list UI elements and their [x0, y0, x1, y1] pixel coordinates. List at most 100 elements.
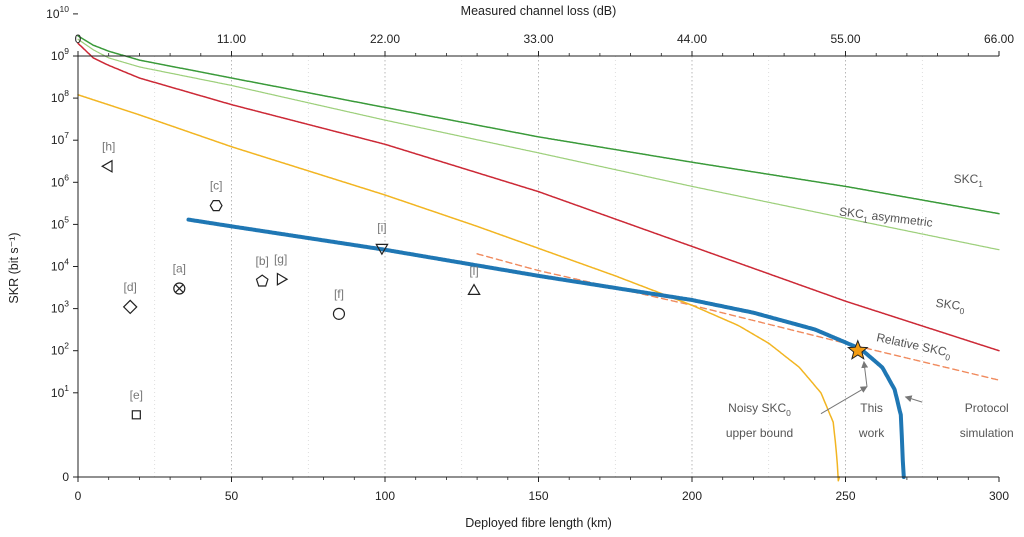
x-tick-label: 0	[75, 489, 82, 503]
y-tick-base: 10	[51, 133, 65, 147]
ref-marker-e	[131, 410, 141, 420]
reference-markers: [a] [b] [c] [d] [e] [f] [g] [h] [i] [l]	[100, 139, 869, 420]
y-tick-base: 10	[51, 344, 65, 358]
x-tick-label: 100	[375, 489, 395, 503]
y-tick-label: 101	[51, 383, 69, 400]
ref-marker-a	[173, 282, 186, 295]
series-label-text: SKC	[954, 172, 979, 186]
ref-marker-c	[209, 200, 223, 212]
y-tick-label: 107	[51, 130, 69, 147]
ref-marker-h	[100, 159, 113, 173]
note-thiswork-line2: work	[858, 426, 885, 440]
y-tick-label: 0	[62, 470, 69, 484]
note-noisy-line2: upper bound	[726, 426, 793, 440]
note-thiswork-line1: This	[860, 401, 883, 415]
y-tick-base: 10	[51, 175, 65, 189]
y-tick-label: 106	[51, 172, 69, 189]
note-protocol-arrow	[904, 395, 923, 403]
x2-axis-title: Measured channel loss (dB)	[461, 4, 617, 18]
ref-marker-d	[122, 299, 138, 315]
ref-marker-g	[276, 272, 289, 286]
y-tick-base: 10	[51, 386, 65, 400]
note-protocol-line2: simulation	[960, 426, 1014, 440]
ref-marker-a-label: [a]	[173, 262, 186, 276]
y-tick-base: 10	[51, 217, 65, 231]
this-work-star	[846, 339, 869, 360]
ref-marker-f	[332, 307, 346, 320]
ref-marker-c-label: [c]	[210, 179, 223, 193]
series-label-3: Relative SKC0	[875, 330, 953, 363]
ref-marker-d-label: [d]	[124, 280, 137, 294]
series-label-subscript: 1	[978, 179, 983, 189]
curve-noisy-skc0	[77, 94, 841, 482]
y-tick-exponent: 2	[64, 341, 69, 351]
y-tick-exponent: 7	[64, 130, 69, 140]
note-noisy-line1: Noisy SKC0	[728, 401, 791, 418]
y-tick-exponent: 4	[64, 257, 69, 267]
x-tick-label: 150	[528, 489, 548, 503]
y-tick-base: 10	[51, 260, 65, 274]
y-tick-exponent: 6	[64, 172, 69, 182]
x-tick-label: 50	[225, 489, 239, 503]
y-tick-label: 102	[51, 341, 69, 358]
series-label-text: SKC	[838, 204, 865, 221]
series-label-1: SKC1 asymmetric	[838, 204, 933, 232]
curve-skc0	[77, 42, 1000, 352]
y-tick-base: 10	[51, 302, 65, 316]
curve-skc1-asym	[77, 38, 1000, 251]
y-tick-label: 104	[51, 257, 69, 274]
ref-marker-e-label: [e]	[130, 388, 143, 402]
ref-marker-i-label: [i]	[377, 221, 386, 235]
series-label-text: Relative SKC	[875, 330, 948, 359]
curve-skc1	[77, 35, 1000, 215]
x2-tick-label: 11.00	[217, 32, 246, 46]
y-tick-label: 105	[51, 214, 69, 231]
y-tick-exponent: 9	[64, 46, 69, 56]
x2-tick-label: 44.00	[677, 32, 707, 46]
y-tick-label: 1010	[46, 4, 69, 21]
x-tick-label: 200	[682, 489, 702, 503]
y-tick-label: 109	[51, 46, 69, 63]
x2-tick-label: 22.00	[370, 32, 400, 46]
ref-marker-f-label: [f]	[334, 287, 344, 301]
y-tick-exponent: 10	[60, 4, 70, 14]
x2-tick-label: 66.00	[984, 32, 1014, 46]
x2-tick-label: 0	[75, 32, 82, 46]
series-label-subscript: 0	[944, 352, 951, 363]
ref-marker-g-label: [g]	[274, 252, 287, 266]
note-text: Noisy SKC	[728, 401, 786, 415]
note-subscript: 0	[786, 408, 791, 418]
series-label-tail: asymmetric	[868, 208, 934, 230]
note-thiswork-arrow	[861, 360, 869, 387]
x-axis-title: Deployed fibre length (km)	[465, 516, 612, 530]
note-noisy-arrow	[820, 386, 868, 415]
x-tick-label: 300	[989, 489, 1009, 503]
series-label-2: SKC0	[935, 296, 967, 316]
y-tick-base: 10	[46, 7, 60, 21]
curve-relative-skc0	[476, 253, 1000, 381]
series-label-subscript: 0	[959, 306, 965, 317]
y-tick-base: 0	[62, 470, 69, 484]
y-axis-title: SKR (bit s⁻¹)	[7, 232, 21, 303]
ref-marker-b-label: [b]	[256, 254, 269, 268]
ref-marker-l	[467, 283, 481, 295]
y-tick-label: 108	[51, 88, 69, 105]
y-tick-exponent: 5	[64, 214, 69, 224]
y-tick-exponent: 3	[64, 299, 69, 309]
series-label-text: SKC	[935, 296, 962, 313]
curve-protocol-simulation	[186, 217, 906, 479]
series-label-subscript: 1	[862, 214, 868, 225]
ref-marker-l-label: [l]	[469, 264, 478, 278]
series-label-0: SKC1	[954, 172, 984, 189]
annotations: Noisy SKC0 upper bound This work Protocol sim…	[726, 360, 1014, 440]
ref-marker-h-label: [h]	[102, 139, 115, 153]
ref-marker-b	[255, 274, 269, 287]
note-protocol-line1: Protocol	[965, 401, 1009, 415]
x-tick-label: 250	[835, 489, 855, 503]
grid-lines	[154, 56, 923, 477]
x2-tick-label: 55.00	[830, 32, 860, 46]
y-tick-exponent: 8	[64, 88, 69, 98]
y-tick-base: 10	[51, 91, 65, 105]
